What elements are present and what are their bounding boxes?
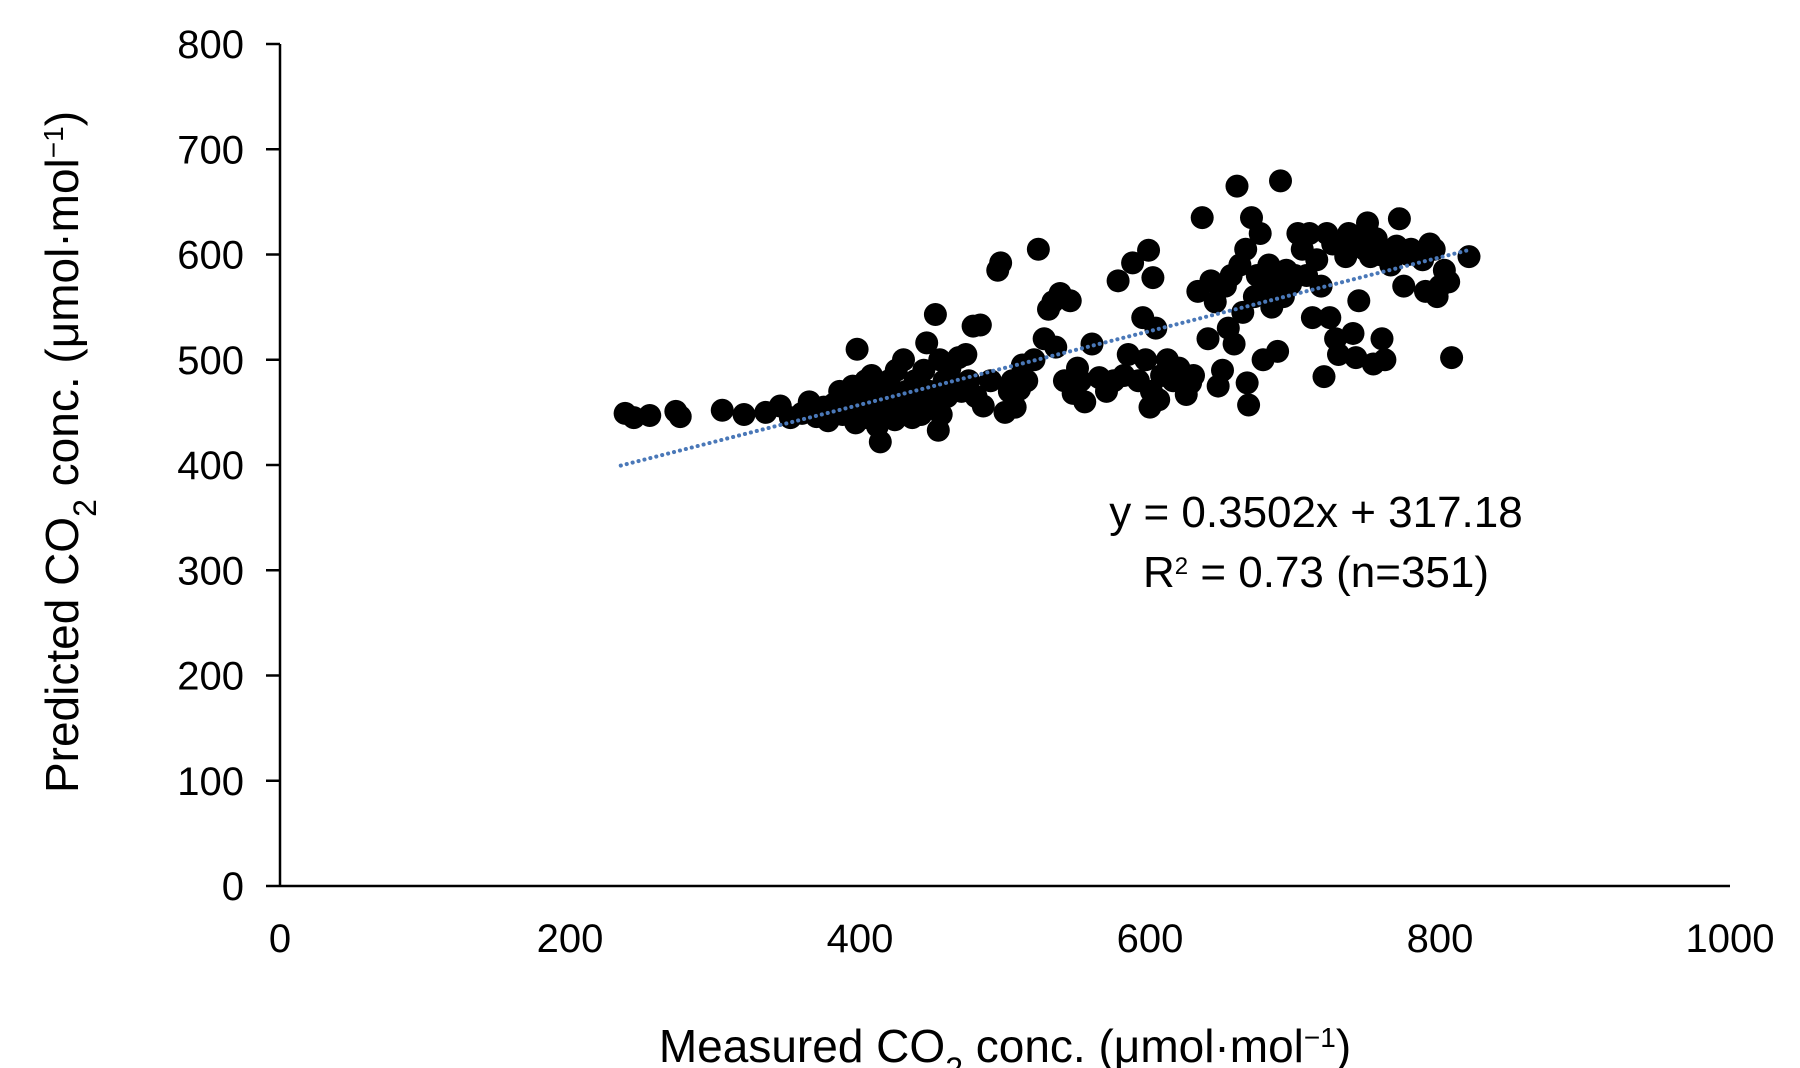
x-tick-label: 0 — [269, 917, 291, 961]
data-point — [989, 251, 1013, 275]
data-point — [1334, 245, 1358, 269]
data-point — [1137, 238, 1161, 262]
y-tick-label: 100 — [177, 760, 244, 804]
data-point — [1225, 174, 1249, 198]
data-point — [1341, 321, 1365, 345]
data-point — [1309, 274, 1333, 298]
data-point — [1373, 348, 1397, 372]
data-point — [1387, 207, 1411, 231]
data-point — [1440, 346, 1464, 370]
data-point — [1073, 390, 1097, 414]
data-point — [1318, 306, 1342, 330]
data-point — [1190, 206, 1214, 230]
data-point — [1457, 245, 1481, 269]
y-tick-label: 0 — [222, 865, 244, 909]
data-point — [915, 331, 939, 355]
x-tick-label: 400 — [827, 917, 894, 961]
data-points — [613, 169, 1481, 454]
data-point — [1182, 364, 1205, 388]
data-point — [868, 430, 892, 454]
data-point — [1269, 169, 1292, 193]
trendline — [618, 247, 1474, 468]
data-point — [1026, 237, 1050, 261]
trendline-path — [618, 247, 1474, 468]
y-tick-label: 700 — [177, 128, 244, 172]
data-point — [979, 369, 1002, 393]
x-tick-label: 800 — [1407, 917, 1474, 961]
data-point — [1106, 269, 1130, 293]
data-point — [923, 302, 947, 326]
data-point — [1134, 348, 1158, 372]
data-point — [1312, 365, 1336, 389]
data-point — [668, 405, 692, 429]
data-point — [1147, 388, 1171, 412]
data-point — [1344, 346, 1368, 370]
y-tick-label: 400 — [177, 444, 244, 488]
data-point — [1121, 251, 1145, 275]
data-point — [1422, 237, 1446, 261]
data-point — [1068, 369, 1092, 393]
y-tick-label: 800 — [177, 23, 244, 67]
data-point — [954, 342, 978, 366]
data-point — [710, 398, 734, 422]
x-tick-label: 600 — [1117, 917, 1184, 961]
data-point — [1327, 342, 1350, 366]
data-point — [1347, 289, 1371, 313]
y-tick-label: 600 — [177, 234, 244, 278]
y-tick-label: 200 — [177, 655, 244, 699]
data-point — [1222, 332, 1246, 356]
y-tick-label: 500 — [177, 339, 244, 383]
data-point — [1015, 369, 1039, 393]
data-point — [1003, 395, 1027, 419]
data-point — [1080, 332, 1104, 356]
axis-ticks: 0 100 200 300 400 500 600 700 800 0 200 400 600 800 10… — [177, 23, 1774, 961]
data-point — [638, 404, 662, 428]
data-point — [971, 394, 995, 418]
data-point — [1234, 237, 1258, 261]
data-point — [929, 402, 953, 426]
data-point — [1237, 393, 1261, 417]
data-point — [1235, 371, 1259, 395]
data-point — [845, 337, 869, 361]
data-point — [1141, 266, 1165, 290]
data-point — [1266, 339, 1290, 363]
data-point — [1248, 221, 1272, 245]
data-point — [1058, 289, 1082, 313]
data-point — [1196, 327, 1220, 351]
x-axis-title: Measured CO2 conc. (μmol·mol−1) — [659, 1020, 1351, 1068]
data-point — [1392, 274, 1416, 298]
data-point — [1300, 306, 1324, 330]
x-tick-label: 1000 — [1686, 917, 1775, 961]
data-point — [732, 402, 756, 426]
y-axis-title: Predicted CO2 conc. (μmol·mol−1) — [36, 111, 103, 793]
data-point — [1044, 335, 1068, 359]
data-point — [968, 313, 992, 337]
data-point — [1437, 270, 1461, 294]
data-point — [1305, 248, 1329, 272]
data-point — [1116, 342, 1140, 366]
data-point — [1144, 316, 1168, 340]
data-point — [892, 348, 915, 372]
data-point — [1298, 221, 1321, 245]
data-point — [1370, 327, 1394, 351]
x-tick-label: 200 — [537, 917, 604, 961]
data-point — [1211, 358, 1234, 382]
equation-label: y = 0.3502x + 317.18 — [1109, 488, 1522, 537]
r-squared-label: R2 = 0.73 (n=351) — [1143, 548, 1489, 597]
y-tick-label: 300 — [177, 549, 244, 593]
